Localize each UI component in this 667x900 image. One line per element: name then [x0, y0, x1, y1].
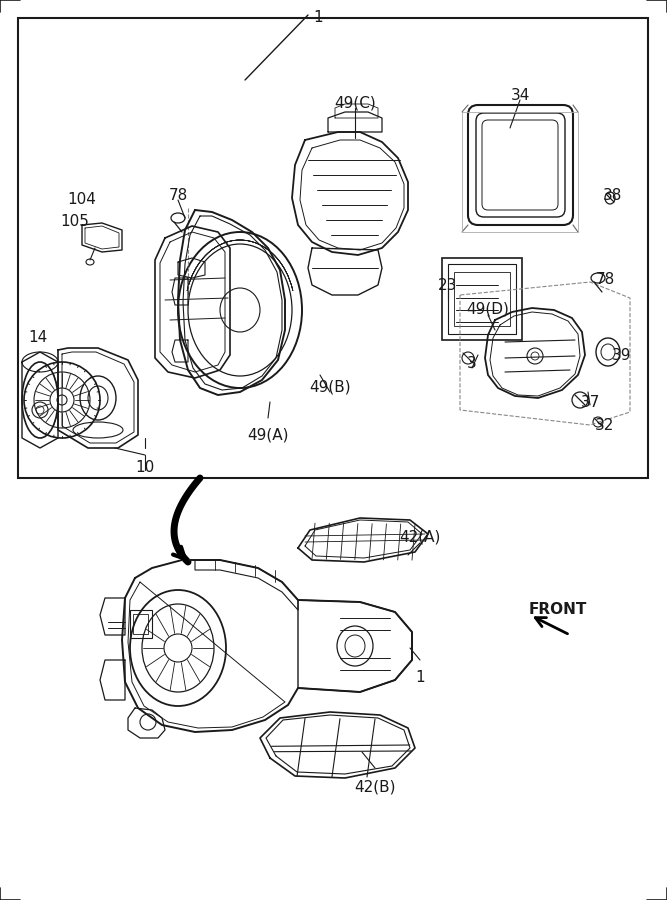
Text: 49(D): 49(D) — [466, 302, 510, 317]
Text: 1: 1 — [313, 10, 323, 25]
Text: 105: 105 — [61, 214, 89, 229]
Text: 49(A): 49(A) — [247, 428, 289, 443]
Text: FRONT: FRONT — [529, 602, 587, 617]
Text: 78: 78 — [596, 272, 614, 287]
Text: 32: 32 — [596, 418, 615, 433]
Text: 38: 38 — [604, 188, 623, 203]
Text: 42(B): 42(B) — [354, 780, 396, 795]
Text: 23: 23 — [438, 278, 458, 293]
Text: 104: 104 — [67, 192, 97, 207]
Text: 37: 37 — [580, 395, 600, 410]
Bar — [442, 258, 522, 340]
Bar — [18, 18, 648, 478]
Text: 39: 39 — [612, 348, 632, 363]
Bar — [454, 272, 510, 326]
Bar — [133, 614, 148, 634]
Text: 78: 78 — [168, 188, 187, 203]
Text: 3: 3 — [467, 356, 477, 371]
Text: 49(C): 49(C) — [334, 95, 376, 110]
Text: 14: 14 — [29, 330, 47, 345]
Bar — [130, 610, 152, 638]
Bar — [448, 264, 516, 334]
Text: 34: 34 — [510, 88, 530, 103]
Text: 10: 10 — [135, 460, 155, 475]
Text: 42(A): 42(A) — [400, 530, 441, 545]
Text: 49(B): 49(B) — [309, 380, 351, 395]
Text: 1: 1 — [415, 670, 425, 685]
